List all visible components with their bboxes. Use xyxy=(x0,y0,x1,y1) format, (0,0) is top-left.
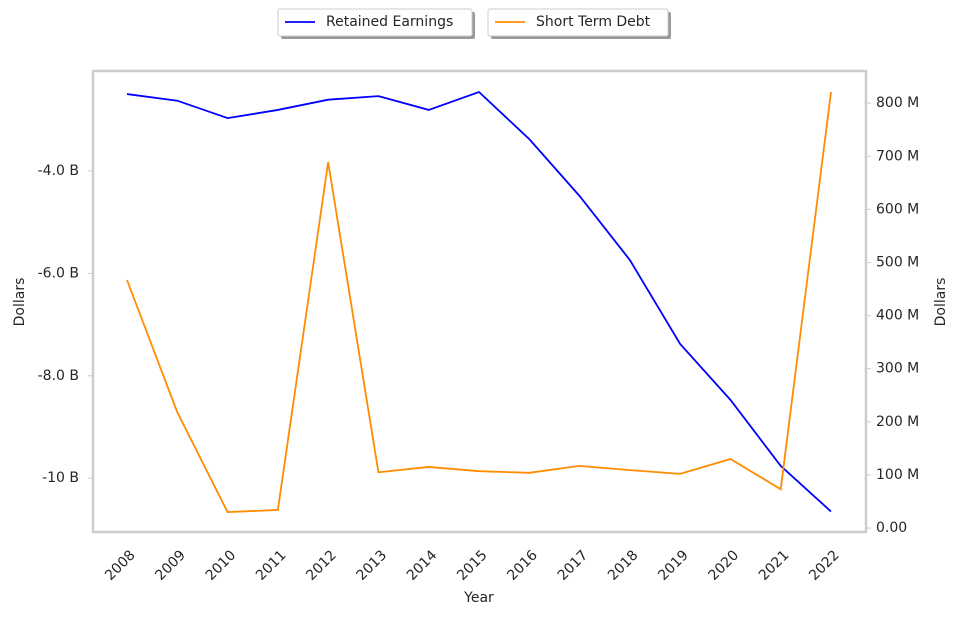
plot-frame xyxy=(91,69,868,534)
y2-tick-label: 400 M xyxy=(876,308,919,324)
legend-box xyxy=(487,8,669,37)
y2-tick-label: 0.00 xyxy=(876,520,907,536)
y2-tick-label: 300 M xyxy=(876,361,919,377)
legend-item: Retained Earnings xyxy=(277,8,475,39)
y2-tick-label: 200 M xyxy=(876,414,919,430)
y-tick-label: -4.0 B xyxy=(38,163,79,179)
y2-tick-label: 500 M xyxy=(876,254,919,270)
series-line xyxy=(126,90,832,513)
y2-tick-label: 800 M xyxy=(876,95,919,111)
legend-item: Short Term Debt xyxy=(487,8,671,39)
legend-label: Retained Earnings xyxy=(326,14,453,30)
y-axis-label: Dollars xyxy=(12,278,28,327)
y-tick-label: -10 B xyxy=(42,470,79,486)
legend-box xyxy=(277,8,473,37)
y-tick-label: -8.0 B xyxy=(38,368,79,384)
legend-label: Short Term Debt xyxy=(536,14,651,30)
y2-tick-label: 100 M xyxy=(876,467,919,483)
x-axis-label: Year xyxy=(463,590,494,606)
series-line xyxy=(126,91,832,514)
y2-tick-label: 700 M xyxy=(876,148,919,164)
y2-tick-label: 600 M xyxy=(876,201,919,217)
y2-axis-label: Dollars xyxy=(933,278,949,327)
y-tick-label: -6.0 B xyxy=(38,265,79,281)
